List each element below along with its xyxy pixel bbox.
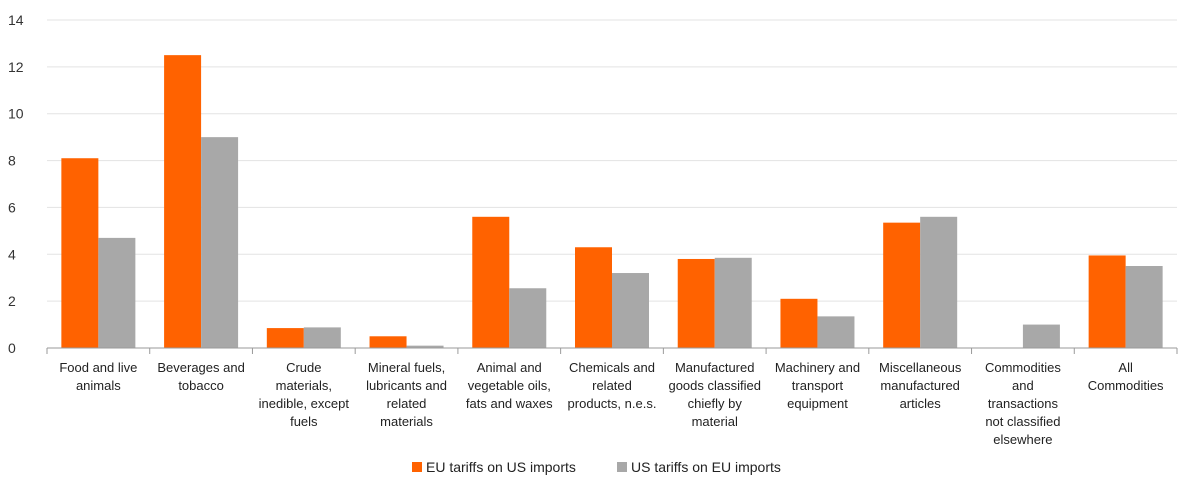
y-tick-label: 0 [8, 340, 16, 356]
bar-eu [1088, 255, 1126, 348]
bar-eu [472, 216, 510, 348]
y-tick-label: 2 [8, 293, 16, 309]
legend-swatch [412, 462, 422, 472]
y-tick-label: 12 [8, 59, 24, 75]
legend-entry[interactable]: US tariffs on EU imports [631, 459, 781, 475]
category-label: Manufactured goods classified chiefly by ma… [668, 360, 761, 429]
bar-us [201, 137, 239, 348]
bar-us [714, 257, 752, 348]
category-label: Food and live animals [59, 360, 137, 393]
bar-us [98, 237, 136, 348]
bar-eu [575, 247, 612, 348]
category-label: Commodities and transactions not classified… [985, 360, 1061, 447]
bar-eu [369, 336, 407, 348]
category-label: Machinery and transport equipment [775, 360, 860, 411]
legend-swatch [617, 462, 627, 472]
y-tick-label: 8 [8, 153, 16, 169]
bar-us [817, 316, 855, 348]
y-tick-label: 6 [8, 199, 16, 215]
category-label: Beverages and tobacco [157, 360, 244, 393]
y-axis-ticks: 0 2 4 6 8 10 12 14 [8, 12, 24, 356]
bar-eu [164, 55, 202, 349]
bar-us [1125, 266, 1163, 348]
bar-us [612, 273, 649, 348]
category-labels: Food and live animals Beverages and tobacco… [59, 360, 1164, 447]
bars [61, 55, 1163, 349]
bar-us [303, 327, 341, 348]
category-label: Crude materials, inedible, except fuels [259, 360, 350, 429]
legend[interactable]: EU tariffs on US imports US tariffs on EU… [412, 459, 781, 475]
bar-eu [61, 158, 99, 348]
bar-us [406, 345, 444, 348]
category-label: Mineral fuels, lubricants and related mater… [366, 360, 447, 429]
y-tick-label: 4 [8, 246, 16, 262]
bar-us [509, 288, 547, 348]
category-label: Chemicals and related products, n.e.s. [568, 360, 657, 411]
y-tick-label: 10 [8, 106, 24, 122]
legend-entry[interactable]: EU tariffs on US imports [426, 459, 576, 475]
bar-us [1022, 324, 1060, 348]
bar-eu [780, 298, 818, 348]
bar-eu [883, 222, 921, 348]
bar-eu [266, 328, 304, 348]
x-axis [46, 347, 1178, 354]
bar-eu [677, 258, 715, 348]
bar-us [920, 216, 958, 348]
y-tick-label: 14 [8, 12, 24, 28]
category-label: Miscellaneous manufactured articles [879, 360, 962, 411]
category-label: All Commodities [1088, 360, 1164, 393]
category-label: Animal and vegetable oils, fats and waxes [466, 360, 553, 411]
